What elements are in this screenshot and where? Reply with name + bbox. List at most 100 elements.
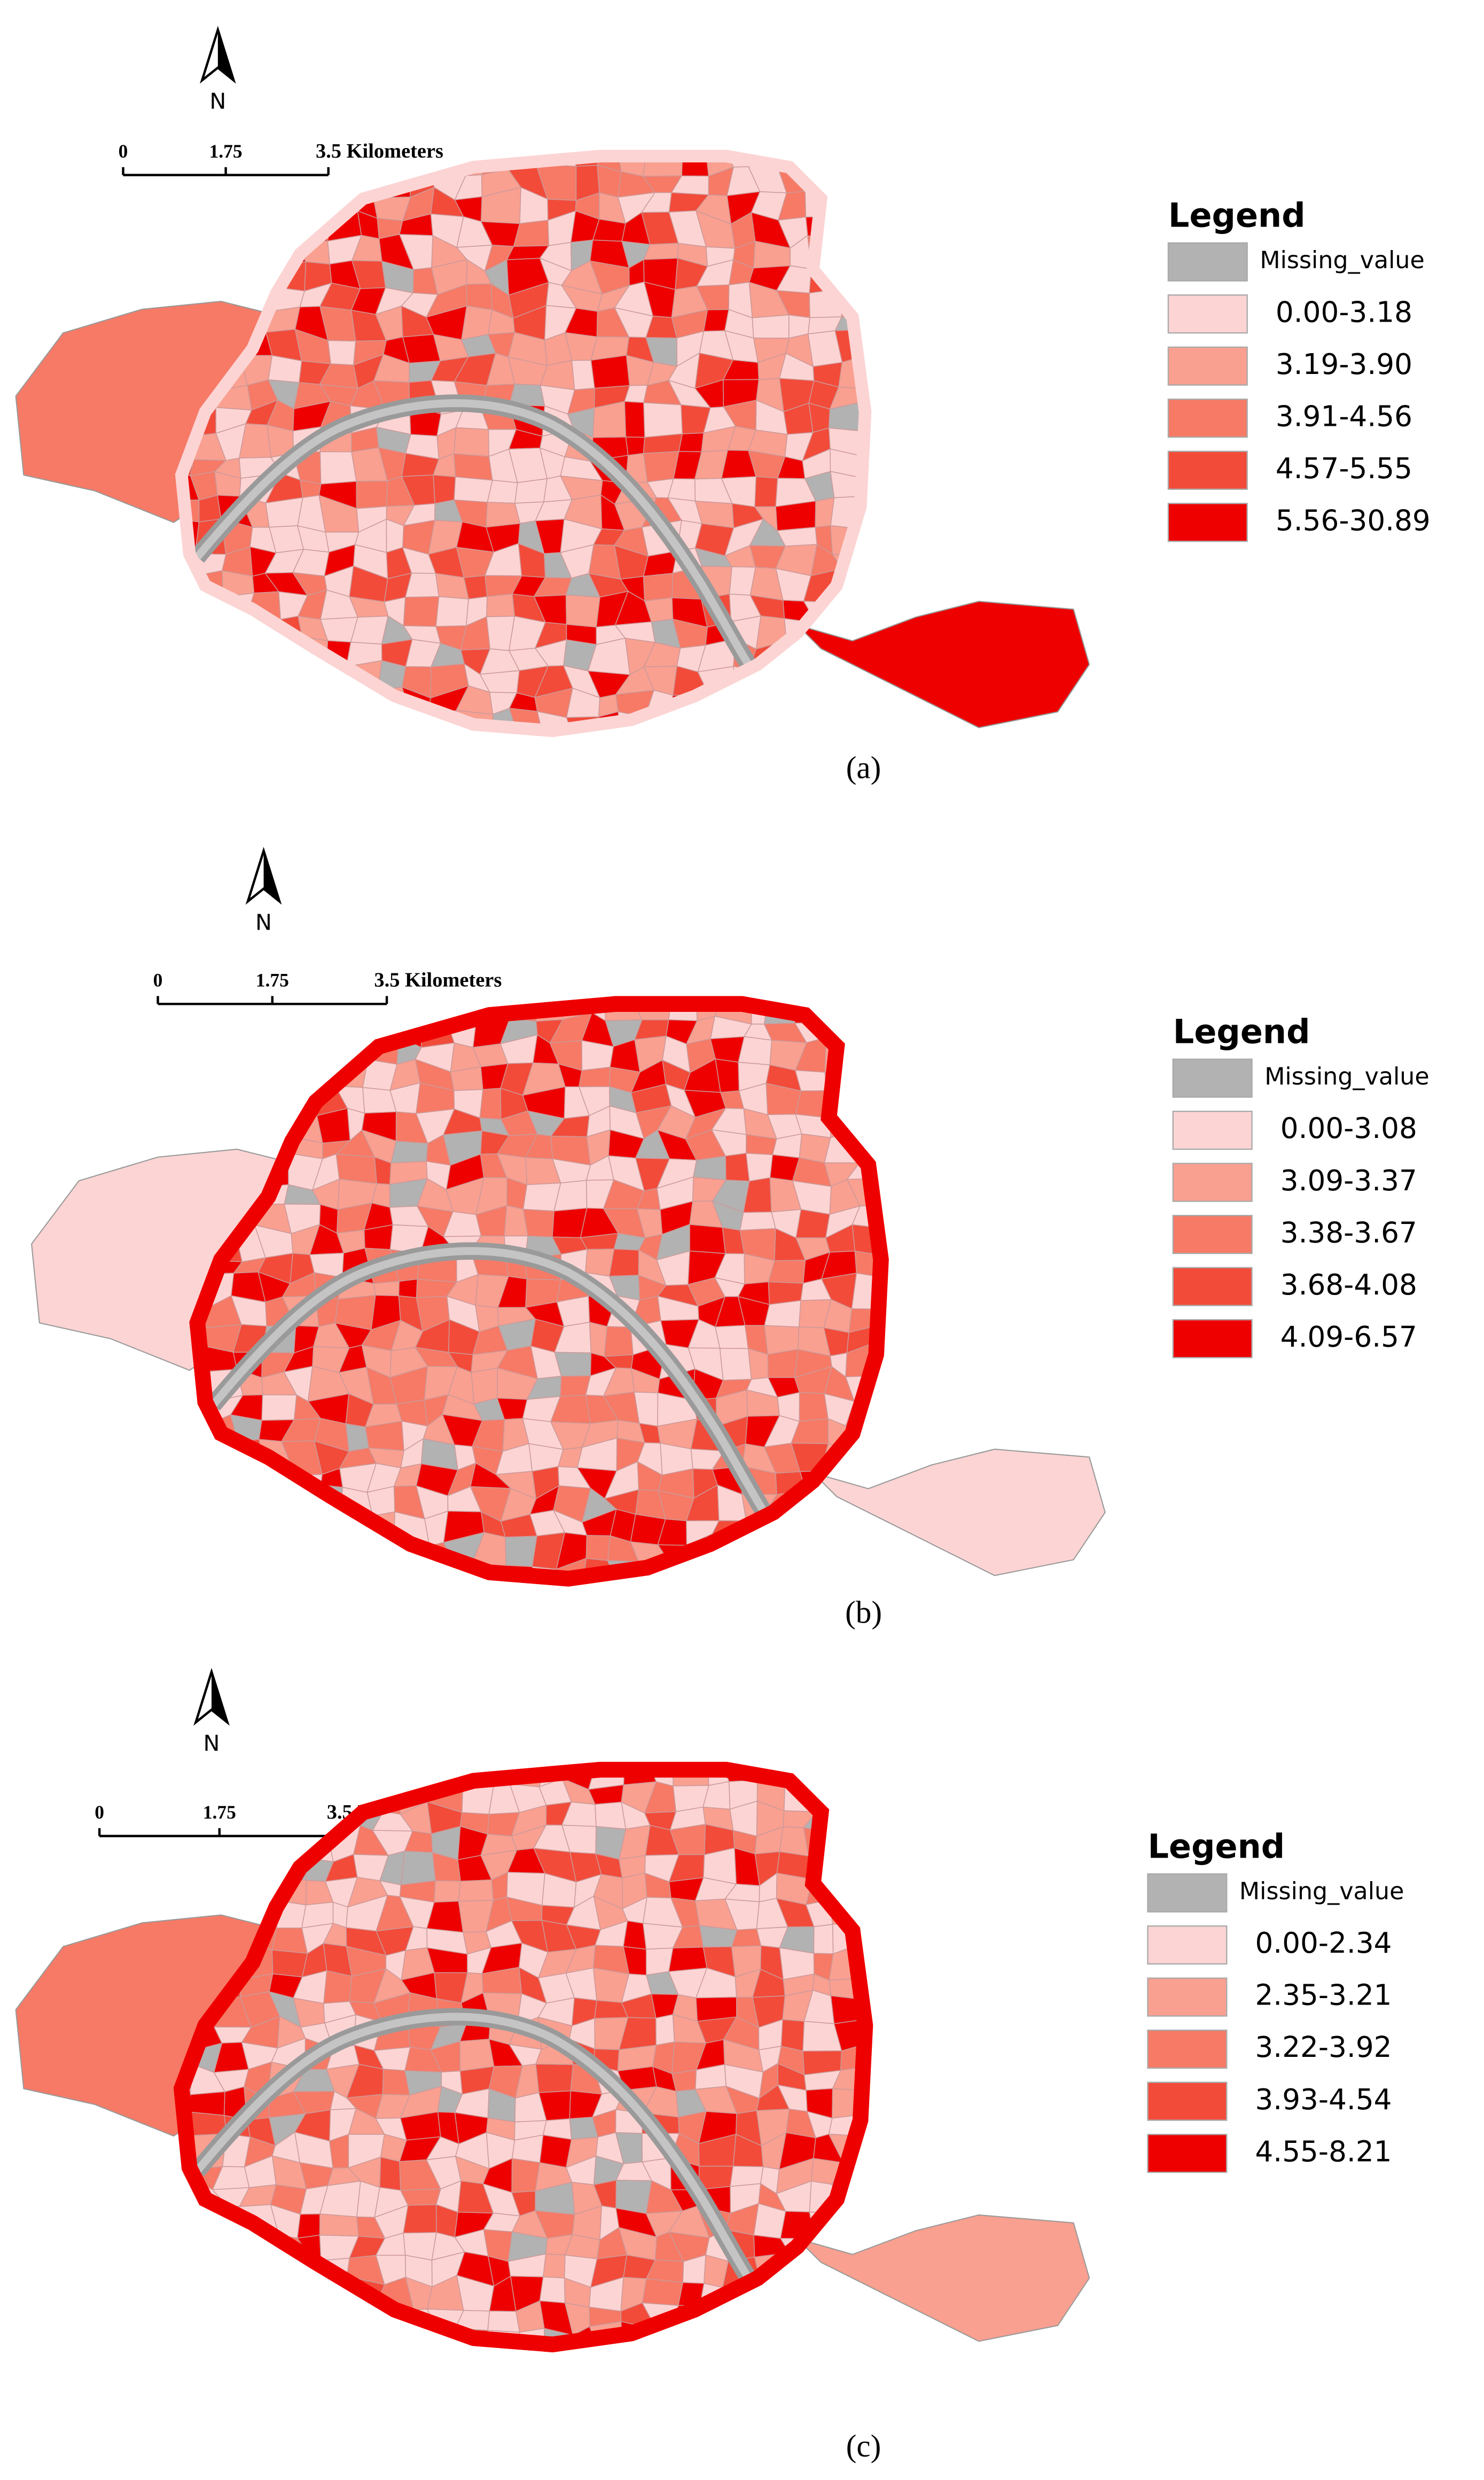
district (188, 2091, 225, 2116)
district (238, 199, 277, 219)
legend-swatch (1172, 1163, 1253, 1202)
district (890, 309, 920, 338)
district (884, 1417, 909, 1447)
district (623, 1920, 647, 1950)
scale-label: 1.75 (209, 141, 243, 162)
district (265, 497, 303, 528)
district (267, 2299, 305, 2331)
district (197, 1535, 214, 1564)
district (767, 1556, 795, 1579)
district (671, 2069, 697, 2092)
district (181, 672, 201, 698)
district (361, 1557, 400, 1579)
district (181, 591, 199, 627)
district (293, 2299, 331, 2328)
bois-de-vincennes (795, 2214, 1090, 2342)
district (776, 664, 818, 691)
legend-label: Missing_value (1260, 247, 1424, 274)
district (885, 735, 920, 767)
district (236, 1562, 265, 1579)
district (322, 2327, 362, 2345)
district (395, 1004, 423, 1021)
district (197, 1466, 217, 1489)
district (444, 1580, 483, 1617)
district (867, 1898, 896, 1932)
district (873, 1444, 881, 1474)
district (181, 2327, 191, 2345)
district (615, 2180, 652, 2214)
district (398, 1278, 418, 1298)
district (904, 1130, 938, 1162)
district (427, 2351, 468, 2374)
district (181, 168, 191, 200)
legend-label: 3.91-4.56 (1276, 400, 1412, 433)
district (257, 1494, 292, 1523)
district (213, 1852, 247, 1886)
district (867, 432, 893, 457)
district (181, 1876, 190, 1910)
district (290, 1022, 323, 1047)
district (642, 2278, 684, 2306)
district (267, 735, 298, 764)
district (197, 1023, 216, 1043)
district (402, 735, 441, 767)
district (901, 1037, 937, 1072)
district (877, 1036, 881, 1063)
district (828, 401, 865, 432)
district (254, 1059, 289, 1093)
district (286, 1063, 316, 1094)
district (215, 2330, 255, 2345)
district (185, 2345, 219, 2383)
district (216, 2304, 255, 2333)
district (319, 2213, 359, 2237)
legend-label: Missing_value (1239, 1878, 1404, 1905)
district (241, 1776, 274, 1815)
district (856, 571, 865, 598)
district (852, 1015, 881, 1039)
district (455, 744, 495, 767)
district (776, 2322, 818, 2345)
district (833, 216, 865, 247)
district (808, 1769, 842, 1788)
district (837, 718, 865, 731)
district (780, 2019, 805, 2052)
map (15, 1761, 1090, 2383)
district (400, 2188, 441, 2206)
legend-title: Legend (1173, 1012, 1310, 1051)
district (884, 1016, 910, 1038)
district (868, 2346, 895, 2370)
north-arrow-half (217, 29, 234, 81)
district (668, 709, 700, 731)
district (463, 575, 488, 599)
district (891, 142, 916, 176)
district (884, 1179, 913, 1205)
district (724, 2299, 763, 2332)
district (344, 1559, 368, 1579)
district (197, 1443, 209, 1471)
legend-swatch (1167, 346, 1248, 386)
district (834, 156, 865, 171)
district (241, 235, 280, 267)
district (909, 1301, 939, 1327)
district (269, 1827, 306, 1859)
district (271, 1927, 308, 1954)
district (643, 433, 683, 454)
district (218, 212, 246, 244)
panel: N01.753.5 KilometersLegendMissing_value0… (15, 1667, 1404, 2463)
district (239, 736, 270, 767)
district (356, 2346, 377, 2375)
district (181, 575, 199, 604)
district (865, 167, 897, 199)
legend-swatch (1172, 1215, 1253, 1254)
district (804, 2280, 845, 2310)
district (864, 1776, 865, 1813)
district (909, 1254, 938, 1283)
district (885, 693, 919, 711)
district (265, 1584, 294, 1612)
legend-swatch (1167, 294, 1248, 334)
legend-swatch (1172, 1267, 1253, 1306)
legend-swatch (1147, 1925, 1228, 1965)
district (858, 2162, 865, 2190)
district (862, 2302, 865, 2330)
